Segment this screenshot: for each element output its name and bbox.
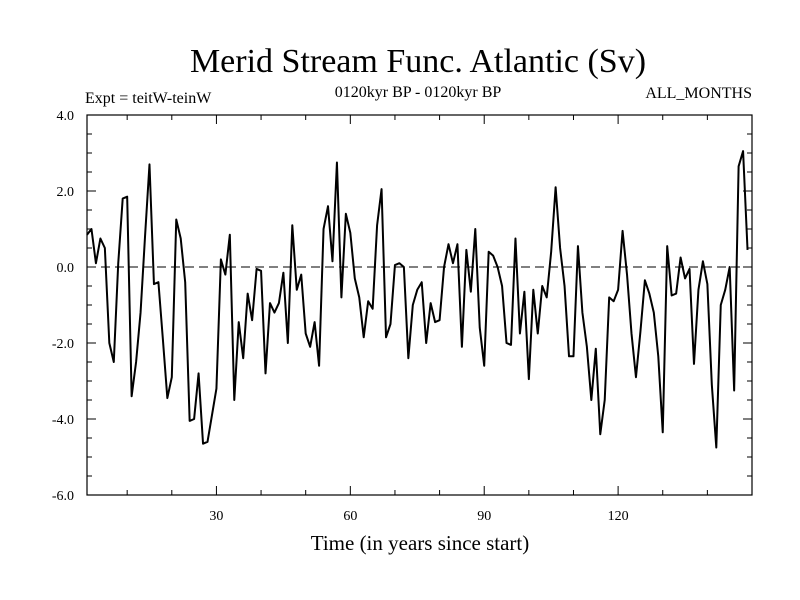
subtitle-experiment: Expt = teitW-teinW <box>85 90 212 107</box>
chart-title: Merid Stream Func. Atlantic (Sv) <box>190 43 646 80</box>
y-axis-ticks: -6.0 -4.0 -2.0 0.0 2.0 4.0 <box>52 109 752 504</box>
subtitle-months: ALL_MONTHS <box>645 85 752 102</box>
x-tick-label: 30 <box>209 509 223 524</box>
y-tick-label: 2.0 <box>57 185 75 200</box>
y-tick-label: 0.0 <box>57 261 75 276</box>
series-layer <box>86 150 749 449</box>
x-axis-ticks: 30 60 90 120 <box>126 115 708 524</box>
subtitle-period: 0120kyr BP - 0120kyr BP <box>335 84 502 101</box>
x-tick-label: 90 <box>477 509 491 524</box>
y-tick-label: -4.0 <box>52 413 74 428</box>
series-line-0 <box>86 150 749 449</box>
y-tick-label: -6.0 <box>52 489 74 504</box>
x-axis-label: Time (in years since start) <box>311 531 530 555</box>
y-tick-label: -2.0 <box>52 337 74 352</box>
x-tick-label: 60 <box>343 509 357 524</box>
y-tick-label: 4.0 <box>57 109 75 124</box>
x-tick-label: 120 <box>608 509 629 524</box>
